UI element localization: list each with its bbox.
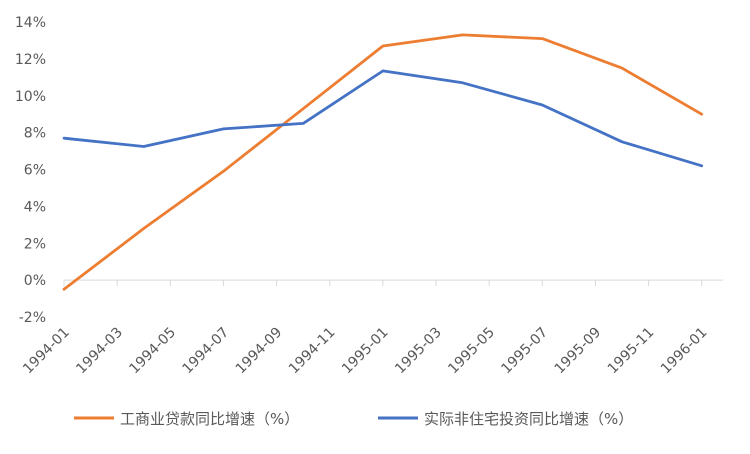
x-tick-label: 1996-01 [658,325,711,378]
legend: 工商业贷款同比增速（%） 实际非住宅投资同比增速（%） [74,410,633,428]
x-tick-label: 1994-01 [20,325,73,378]
y-tick-label: 8% [24,126,46,142]
y-tick-label: 14% [15,15,46,31]
x-axis-tick-labels: 1994-01 1994-03 1994-05 1994-07 1994-09 1994-… [20,325,710,378]
x-tick-label: 1994-07 [180,325,233,378]
series-line-2 [62,69,704,168]
series-line-1 [62,33,704,291]
x-axis [63,279,723,287]
x-tick-label: 1994-09 [233,325,286,378]
y-tick-label: 10% [15,89,46,105]
x-tick-label: 1995-03 [392,325,445,378]
x-tick-label: 1995-05 [445,325,498,378]
x-tick-label: 1994-03 [73,325,126,378]
legend-label: 实际非住宅投资同比增速（%） [424,410,633,428]
x-tick-label: 1995-07 [498,325,551,378]
x-tick-label: 1995-09 [552,325,605,378]
x-tick-label: 1995-01 [339,325,392,378]
y-tick-label: 12% [15,52,46,68]
y-tick-label: 2% [24,236,46,252]
y-tick-label: 6% [24,163,46,179]
x-tick-label: 1994-05 [126,325,179,378]
series-lines [62,33,704,291]
y-tick-label: -2% [19,310,46,326]
legend-label: 工商业贷款同比增速（%） [120,410,299,428]
y-tick-label: 0% [24,273,46,289]
y-axis-tick-labels: 14% 12% 10% 8% 6% 4% 2% 0% -2% [15,15,46,326]
x-tick-label: 1994-11 [286,325,339,378]
y-tick-label: 4% [24,199,46,215]
x-tick-label: 1995-11 [605,325,658,378]
